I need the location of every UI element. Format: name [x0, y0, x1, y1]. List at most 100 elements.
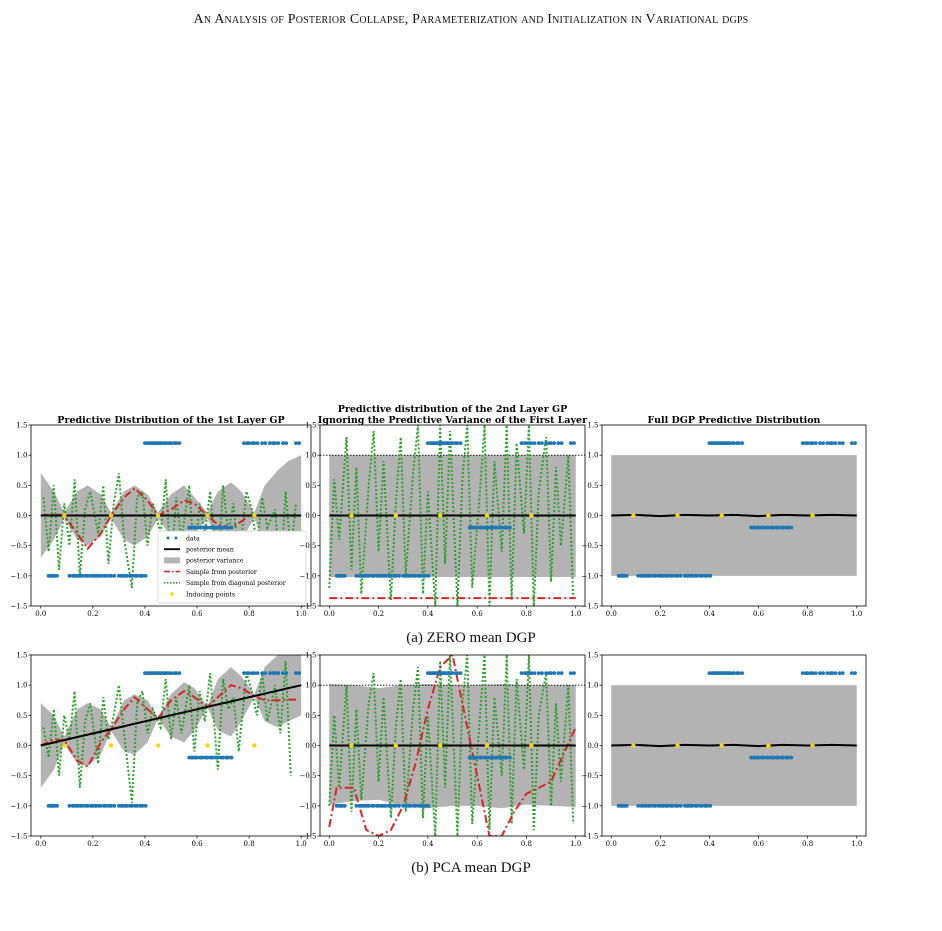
- data-point: [536, 441, 541, 445]
- data-point: [72, 803, 77, 808]
- data-point: [145, 441, 150, 445]
- data-point: [371, 573, 376, 578]
- y-tick-label: 1.0: [305, 682, 316, 690]
- y-tick-label: 1.5: [16, 422, 27, 430]
- data-point: [559, 441, 564, 445]
- data-point: [281, 671, 285, 675]
- data-point: [648, 803, 653, 808]
- y-tick-label: −0.5: [300, 542, 317, 550]
- data-point: [366, 573, 371, 578]
- data-point: [833, 441, 838, 445]
- data-point: [568, 671, 573, 675]
- data-point: [215, 755, 220, 760]
- data-point: [75, 803, 80, 808]
- variance-band: [40, 655, 302, 788]
- data-point: [200, 525, 205, 530]
- inducing-point: [484, 743, 490, 748]
- data-point: [705, 803, 709, 808]
- data-point: [761, 755, 766, 760]
- data-point: [388, 573, 393, 578]
- chart-title: Predictive Distribution of the 1st Layer…: [57, 415, 284, 426]
- data-point: [130, 573, 134, 578]
- inducing-point: [631, 743, 636, 748]
- data-point: [690, 573, 695, 578]
- data-point: [55, 573, 59, 578]
- data-point: [519, 441, 524, 445]
- data-point: [67, 803, 72, 808]
- data-point: [109, 573, 114, 578]
- data-point: [653, 803, 658, 808]
- data-point: [552, 441, 557, 445]
- data-point: [342, 573, 347, 578]
- data-point: [361, 573, 366, 578]
- inducing-point: [631, 513, 636, 518]
- data-point: [371, 803, 376, 808]
- data-point: [242, 441, 246, 445]
- data-point: [524, 441, 529, 445]
- data-point: [700, 803, 704, 808]
- data-point: [72, 573, 77, 578]
- y-tick-label: 1.5: [16, 652, 27, 660]
- data-point: [51, 573, 56, 578]
- data-point: [140, 573, 145, 578]
- data-point: [766, 525, 771, 530]
- data-point: [727, 441, 731, 445]
- data-point: [174, 441, 179, 445]
- chart-panel-b3: 1.5 1.0 0.5 0.0 −0.5 −1.0 −1.5 0.0 0.2 0.4 0.6 0.8 1…: [582, 652, 867, 848]
- data-point: [740, 441, 745, 445]
- data-point: [112, 803, 117, 808]
- data-point: [273, 671, 278, 675]
- data-point: [423, 573, 428, 578]
- data-point: [177, 441, 182, 445]
- data-point: [189, 525, 194, 530]
- data-point: [281, 441, 285, 445]
- data-point: [46, 803, 51, 808]
- data-point: [508, 755, 512, 760]
- data-point: [445, 671, 450, 675]
- y-tick-label: 0.0: [587, 512, 598, 520]
- caption-b: (b) PCA mean DGP: [411, 860, 531, 876]
- x-tick-label: 1.0: [296, 610, 307, 618]
- data-point: [490, 525, 494, 530]
- data-point: [158, 441, 163, 445]
- data-point: [119, 573, 124, 578]
- running-title: An Analysis of Posterior Collapse, Param…: [193, 12, 749, 27]
- data-point: [156, 441, 160, 445]
- data-point: [536, 671, 541, 675]
- data-point: [297, 441, 302, 445]
- posterior-mean-line: [40, 684, 302, 747]
- legend-box: [157, 530, 307, 604]
- y-tick-label: 0.5: [16, 712, 27, 720]
- data-point: [675, 803, 680, 808]
- data-point: [80, 803, 85, 808]
- data-point: [339, 803, 344, 808]
- data-point: [255, 671, 260, 675]
- data-point: [572, 671, 576, 675]
- y-tick-label: 0.5: [305, 482, 316, 490]
- x-tick-label: 0.4: [704, 840, 716, 848]
- inducing-point: [766, 743, 771, 748]
- data-point: [93, 573, 98, 578]
- data-point: [660, 573, 665, 578]
- data-point: [708, 573, 713, 578]
- y-tick-label: 0.0: [305, 742, 316, 750]
- data-point: [825, 441, 830, 445]
- data-point: [559, 671, 564, 675]
- data-point: [145, 671, 150, 675]
- data-point: [766, 755, 771, 760]
- data-point: [169, 441, 173, 445]
- x-tick-label: 0.0: [324, 840, 335, 848]
- data-point: [737, 671, 741, 675]
- data-point: [342, 803, 347, 808]
- data-point: [532, 671, 537, 675]
- y-tick-label: 0.5: [587, 482, 598, 490]
- y-tick-label: −1.5: [11, 603, 28, 611]
- data-point: [221, 755, 225, 760]
- inducing-point: [155, 743, 161, 748]
- data-point: [403, 573, 408, 578]
- data-point: [150, 671, 155, 675]
- data-point: [195, 525, 199, 530]
- data-point: [140, 803, 145, 808]
- data-point: [49, 803, 54, 808]
- data-point: [660, 803, 665, 808]
